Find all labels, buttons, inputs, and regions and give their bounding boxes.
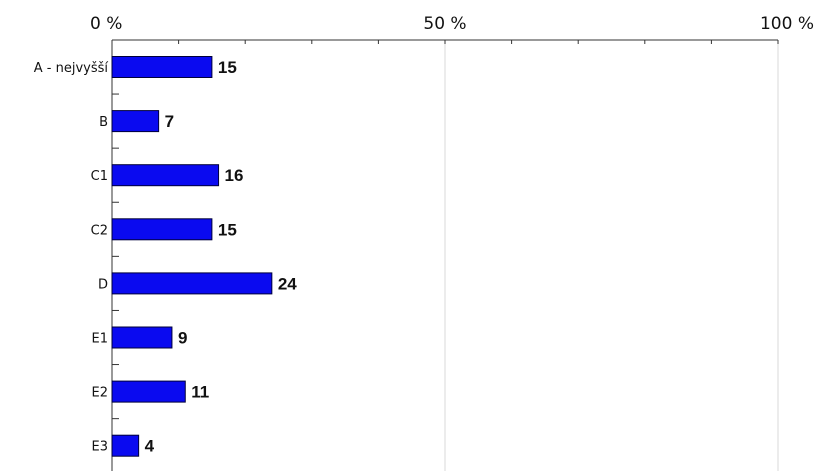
category-label: B	[99, 115, 108, 130]
category-label: A - nejvyšší	[34, 61, 109, 76]
bars	[111, 56, 273, 457]
data-label: 4	[145, 437, 155, 456]
bar	[111, 56, 213, 78]
x-axis: 0 % 50 % 100 %	[90, 14, 814, 44]
data-label: 24	[278, 274, 297, 293]
x-tick-label: 0 %	[90, 14, 122, 34]
bar	[111, 110, 160, 133]
bar	[111, 380, 186, 403]
bar	[111, 164, 220, 187]
x-tick-label: 50 %	[423, 14, 466, 34]
y-axis: A - nejvyšší B C1 C2 D E1 E2 E3	[34, 40, 119, 471]
category-label: C1	[91, 169, 108, 184]
category-label: C2	[91, 223, 108, 238]
data-label: 7	[165, 112, 174, 131]
data-label: 15	[218, 220, 237, 239]
x-tick-label: 100 %	[760, 14, 814, 34]
value-labels: 15 7 16 15 24 9 11 4	[145, 58, 298, 456]
category-label: E1	[92, 332, 109, 347]
data-label: 15	[218, 58, 237, 77]
bar	[111, 326, 173, 349]
grid-lines	[444, 40, 779, 471]
data-label: 16	[225, 166, 244, 185]
bar	[111, 218, 213, 241]
data-label: 9	[178, 329, 187, 348]
bar	[111, 272, 273, 295]
bar	[111, 434, 140, 457]
data-label: 11	[191, 383, 209, 402]
category-label: E2	[92, 386, 109, 401]
category-label: E3	[92, 440, 109, 455]
category-label: D	[98, 277, 108, 292]
